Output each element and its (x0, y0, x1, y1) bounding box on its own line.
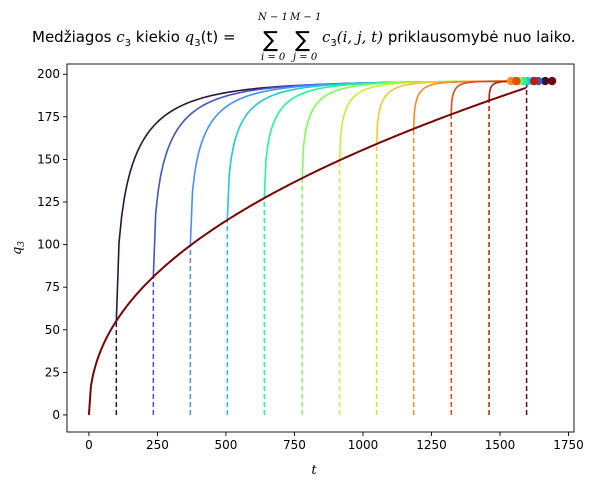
branch-endpoint-12 (547, 76, 557, 86)
svg-text:q3: q3 (10, 241, 27, 255)
base-curve (87, 86, 527, 416)
x-tick-label-5: 1250 (416, 438, 447, 452)
title-q: q (185, 28, 195, 46)
y-tick-label-4: 100 (37, 238, 60, 252)
y-tick-label-0: 0 (52, 408, 60, 422)
title-c3-sub: 3 (125, 38, 131, 49)
y-tick-label-2: 50 (45, 323, 60, 337)
title-sigma1: ∑ (263, 28, 278, 53)
branch-curve-5 (263, 80, 524, 199)
title-sum1-lower: i = 0 (261, 52, 286, 63)
x-tick-label-6: 1500 (485, 438, 516, 452)
title-prefix: Medžiagos (32, 28, 116, 46)
plot-frame (66, 63, 575, 433)
branch-curve-3 (189, 80, 533, 246)
title-suffix: priklausomybė nuo laiko. (383, 28, 576, 46)
title-c3: c (116, 28, 125, 46)
series-layer (87, 76, 557, 416)
branch-curve-1 (115, 80, 546, 321)
title-sum2-upper: M − 1 (289, 12, 321, 23)
y-axis-label: q3 (10, 241, 27, 255)
title-mid1: kiekio (131, 28, 185, 46)
title-term-args: (i, j, t) (337, 28, 383, 46)
x-tick-label-0: 0 (85, 438, 93, 452)
x-tick-label-1: 250 (146, 438, 169, 452)
y-tick-label-7: 175 (37, 110, 60, 124)
title-term: c (322, 28, 331, 46)
y-tick-label-8: 200 (37, 67, 60, 81)
branch-endpoint-10 (512, 76, 521, 86)
svg-text:c3(i, j, t) priklausomybė nuo: c3(i, j, t) priklausomybė nuo laiko. (322, 28, 576, 49)
y-tick-label-5: 125 (37, 195, 60, 209)
svg-text:Medžiagos c3 kiekio q3(t) =: Medžiagos c3 kiekio q3(t) = (32, 28, 236, 49)
title-mid2: (t) = (201, 28, 236, 46)
title-q-sub: 3 (194, 38, 200, 49)
chart-title: Medžiagos c3 kiekio q3(t) = N − 1 ∑ i = … (32, 12, 576, 63)
title-term-sub: 3 (330, 38, 336, 49)
x-tick-label-4: 1000 (348, 438, 379, 452)
title-sum2-lower: j = 0 (291, 52, 318, 63)
x-tick-label-2: 500 (214, 438, 237, 452)
x-axis-label: t (311, 463, 317, 478)
title-sum1-upper: N − 1 (257, 12, 288, 23)
y-axis-label-sub: 3 (17, 241, 27, 247)
branch-curve-9 (412, 80, 511, 129)
title-sigma2: ∑ (295, 28, 310, 53)
y-tick-label-3: 75 (45, 280, 60, 294)
x-tick-label-7: 1750 (553, 438, 584, 452)
branch-endpoint-1 (541, 76, 550, 86)
x-tick-label-3: 750 (283, 438, 306, 452)
y-tick-label-1: 25 (45, 365, 60, 379)
branch-curve-10 (450, 80, 517, 115)
branch-endpoint-11 (530, 76, 539, 86)
y-axis-label-base: q (10, 247, 25, 255)
y-tick-label-6: 150 (37, 152, 60, 166)
axes-layer: 0 250 500 750 1000 1250 1500 1750 0 25 50 75 100 125 1… (37, 63, 584, 452)
